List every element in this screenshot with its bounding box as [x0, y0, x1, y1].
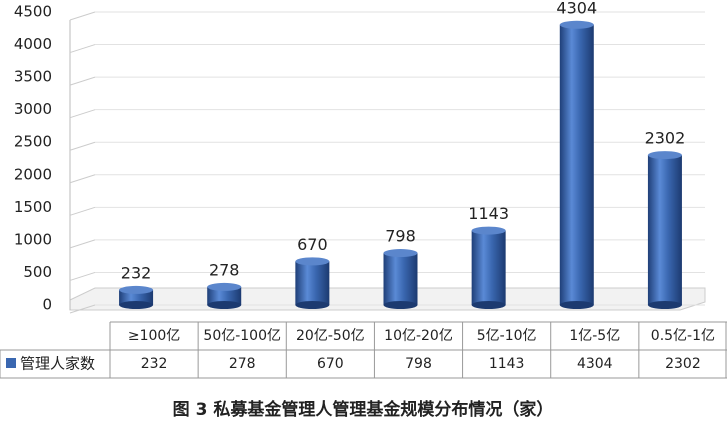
bar-base [559, 301, 594, 309]
grid-line [69, 271, 96, 281]
grid-line [69, 109, 96, 119]
legend-label: 管理人家数 [20, 355, 95, 373]
bar [383, 253, 418, 305]
table-value: 278 [229, 356, 256, 372]
table-value: 232 [141, 356, 168, 372]
y-tick-label: 0 [42, 296, 52, 314]
y-tick-label: 2500 [14, 133, 52, 151]
grid-line [69, 206, 96, 216]
bar-top [647, 151, 682, 160]
bar [207, 286, 242, 305]
bar-base [295, 301, 330, 309]
x-tick-label: 5亿-10亿 [477, 328, 537, 344]
y-tick-label: 3500 [14, 68, 52, 86]
x-tick-label: 50亿-100亿 [203, 328, 281, 344]
x-tick-label: 10亿-20亿 [384, 328, 453, 344]
bar [559, 24, 594, 305]
bar-base [119, 301, 154, 309]
y-tick-label: 500 [23, 263, 52, 281]
y-tick-label: 4000 [14, 35, 52, 53]
data-table [0, 321, 727, 379]
grid-line [69, 174, 96, 184]
bar-top [559, 20, 594, 29]
x-tick-label: 20亿-50亿 [296, 328, 365, 344]
y-tick-label: 1500 [14, 198, 52, 216]
x-tick-label: ≥100亿 [128, 328, 180, 344]
data-label: 2302 [645, 129, 686, 148]
bar-top [471, 226, 506, 235]
table-value: 4304 [577, 356, 613, 372]
legend-swatch [6, 358, 16, 368]
bar-top [207, 282, 242, 291]
grid-line [69, 44, 96, 54]
x-tick-label: 0.5亿-1亿 [651, 328, 715, 344]
chart-title: 图 3 私募基金管理人管理基金规模分布情况（家） [173, 399, 554, 420]
grid-line [69, 239, 96, 249]
bar [119, 289, 154, 305]
data-label: 278 [209, 260, 240, 279]
table-value: 1143 [489, 356, 525, 372]
bar-base [207, 301, 242, 309]
data-label: 4304 [556, 0, 597, 17]
grid-line [69, 304, 96, 314]
bar-base [647, 301, 682, 309]
grid-line [69, 141, 96, 151]
bar-base [383, 301, 418, 309]
grid-line [69, 76, 96, 86]
bar-top [119, 285, 154, 294]
data-label: 798 [385, 227, 416, 246]
data-label: 232 [121, 263, 152, 282]
x-tick-label: 1亿-5亿 [569, 328, 620, 344]
data-label: 670 [297, 235, 328, 254]
table-value: 670 [317, 356, 344, 372]
y-tick-label: 2000 [14, 165, 52, 183]
data-label: 1143 [468, 204, 509, 223]
y-tick-label: 3000 [14, 100, 52, 118]
grid-line [69, 11, 96, 21]
bar [471, 230, 506, 305]
y-tick-label: 1000 [14, 230, 52, 248]
bar-base [471, 301, 506, 309]
table-value: 2302 [665, 356, 701, 372]
y-tick-label: 4500 [14, 3, 52, 21]
bar [295, 261, 330, 305]
bar-top [383, 249, 418, 258]
bar [647, 155, 682, 305]
table-value: 798 [405, 356, 432, 372]
bar-top [295, 257, 330, 266]
